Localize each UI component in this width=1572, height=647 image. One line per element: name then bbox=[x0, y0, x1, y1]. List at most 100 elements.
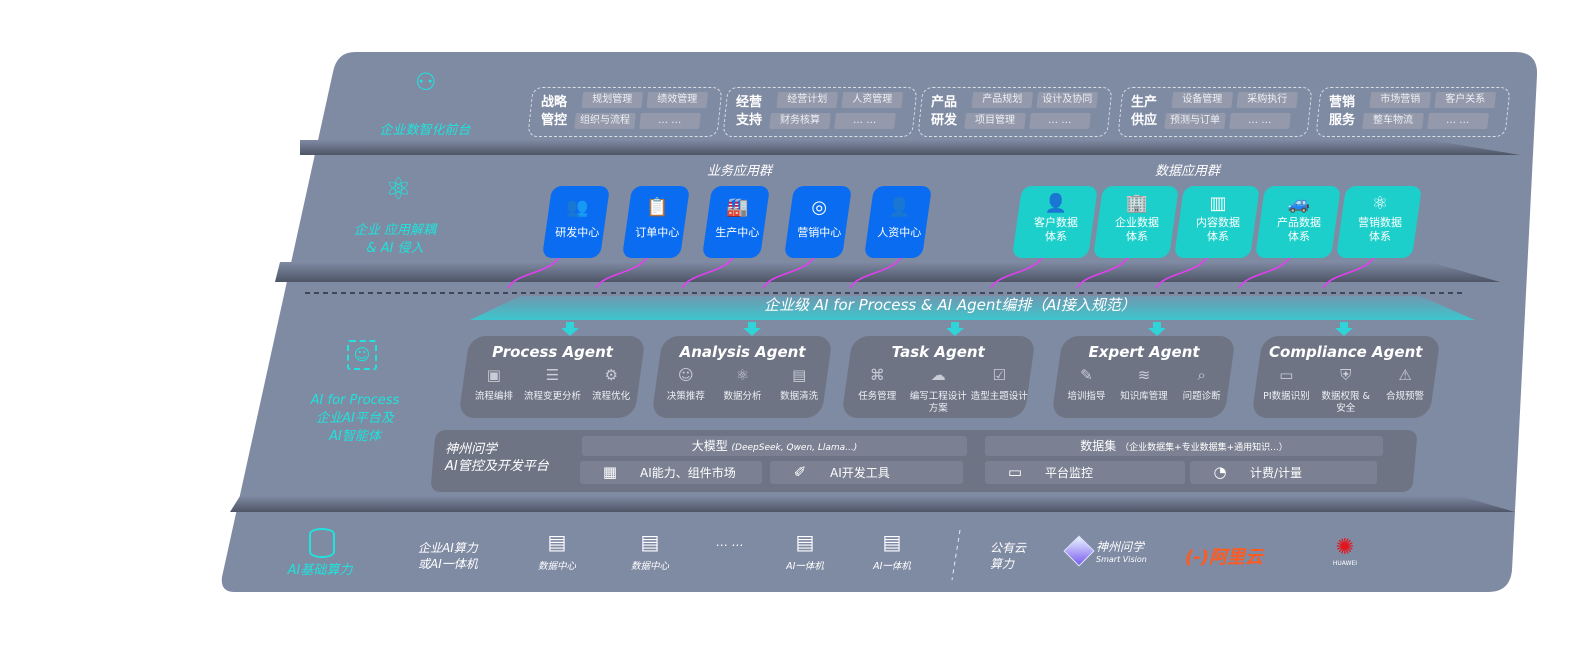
platform-tool-label: AI能力、组件市场 bbox=[640, 466, 736, 480]
agent-capability[interactable]: ⌕ 问题诊断 bbox=[1173, 366, 1230, 403]
module-chip-label: 客户关系 bbox=[1445, 94, 1486, 105]
factory-icon: 🏭 bbox=[726, 197, 749, 218]
module-chip[interactable]: … … bbox=[1029, 113, 1091, 129]
atom-icon: ⚛ bbox=[1371, 193, 1389, 214]
platform-tool[interactable]: ▦ AI能力、组件市场 bbox=[580, 461, 762, 484]
agent-capability-label: 合规预警 bbox=[1386, 391, 1425, 402]
business-app-card[interactable]: 🏭 生产中心 bbox=[701, 186, 771, 258]
people-icon: 👥 bbox=[566, 197, 589, 218]
module-chip[interactable]: 市场营销 bbox=[1369, 92, 1432, 108]
module-chip-label: … … bbox=[1446, 115, 1470, 126]
module-chip[interactable]: 整车物流 bbox=[1362, 113, 1424, 129]
module-chip[interactable]: 财务核算 bbox=[769, 113, 831, 129]
agent-capability[interactable]: ✎ 培训指导 bbox=[1058, 366, 1115, 403]
module-chip[interactable]: 设计及协同 bbox=[1036, 92, 1099, 108]
module-chip[interactable]: 产品规划 bbox=[971, 92, 1034, 108]
data-app-card[interactable]: ⚛ 营销数据 体系 bbox=[1335, 186, 1423, 258]
dataset-note: （企业数据集+专业数据集+通用知识...） bbox=[1120, 443, 1288, 453]
agent-capability-label: 知识库管理 bbox=[1120, 391, 1168, 402]
agent-capability[interactable]: ▭ PI数据识别 bbox=[1257, 366, 1316, 415]
books-icon: ▥ bbox=[1209, 193, 1227, 214]
compute-node-label: 数据中心 bbox=[630, 561, 669, 572]
data-app-card[interactable]: 🚙 产品数据 体系 bbox=[1254, 186, 1342, 258]
agent-capability[interactable]: ⌘ 任务管理 bbox=[847, 366, 907, 415]
module-chip[interactable]: … … bbox=[1229, 113, 1291, 129]
module-chip[interactable]: 预测与订单 bbox=[1164, 113, 1226, 129]
agent-capability-label: 流程变更分析 bbox=[524, 391, 582, 402]
module-chip[interactable]: 人资管理 bbox=[841, 92, 904, 108]
module-chip[interactable]: … … bbox=[639, 113, 701, 129]
business-app-card[interactable]: ◎ 营销中心 bbox=[783, 186, 853, 258]
module-chip[interactable]: … … bbox=[1427, 113, 1489, 129]
teach-icon: ✎ bbox=[1080, 366, 1093, 384]
layer-label-compute: AI基础算力 bbox=[287, 563, 353, 578]
agent-capability[interactable]: ▣ 流程编排 bbox=[465, 366, 523, 403]
business-app-card[interactable]: 👥 研发中心 bbox=[541, 186, 611, 258]
public-compute-label: 公有云 算力 bbox=[990, 540, 1026, 572]
agent-card[interactable]: Process Agent ▣ 流程编排 ☰ 流程变更分析 ⚙ 流程优化 bbox=[458, 336, 646, 418]
module-chip[interactable]: 规划管理 bbox=[581, 92, 644, 108]
agent-capability-label: PI数据识别 bbox=[1263, 391, 1310, 402]
module-chip[interactable]: 设备管理 bbox=[1171, 92, 1234, 108]
data-app-label-line2: 体系 bbox=[1368, 230, 1391, 243]
module-chip-label: 人资管理 bbox=[852, 94, 893, 105]
agent-card[interactable]: Analysis Agent ☺ 决策推荐 ⚛ 数据分析 ▤ 数据清洗 bbox=[651, 336, 833, 418]
layer-label-apps-line1: 企业 应用解耦 bbox=[353, 223, 437, 238]
data-app-card[interactable]: 👤 客户数据 体系 bbox=[1011, 186, 1099, 258]
agent-capability-label: 数据分析 bbox=[723, 391, 762, 402]
module-chip-label: … … bbox=[853, 115, 877, 126]
module-chip[interactable]: 绩效管理 bbox=[646, 92, 709, 108]
checklist-clock-icon: ☑ bbox=[992, 366, 1006, 384]
target-icon: ◎ bbox=[811, 197, 828, 218]
agent-capability[interactable]: ⚛ 数据分析 bbox=[714, 366, 770, 403]
smartvision-cn: 神州问学 bbox=[1096, 540, 1145, 554]
agent-title: Process Agent bbox=[492, 343, 613, 361]
agent-capability[interactable]: ⚙ 流程优化 bbox=[582, 366, 640, 403]
diagnose-icon: ⌕ bbox=[1197, 366, 1206, 384]
agent-capability[interactable]: ☰ 流程变更分析 bbox=[523, 366, 582, 403]
model-note: (DeepSeek, Qwen, Llama...) bbox=[731, 443, 858, 453]
data-app-card[interactable]: ▥ 内容数据 体系 bbox=[1173, 186, 1261, 258]
module-chip[interactable]: 经营计划 bbox=[776, 92, 839, 108]
module-chip[interactable]: 组织与流程 bbox=[574, 113, 636, 129]
agent-capability-label: 流程编排 bbox=[474, 391, 513, 402]
document-clean-icon: ▤ bbox=[792, 366, 807, 384]
module-chip[interactable]: 项目管理 bbox=[964, 113, 1026, 129]
module-chip[interactable]: … … bbox=[834, 113, 896, 129]
layer-label-ai: AI for Process 企业AI平台及 AI智能体 bbox=[300, 392, 410, 446]
agent-capability-label: 问题诊断 bbox=[1182, 391, 1221, 402]
module-chip[interactable]: 客户关系 bbox=[1434, 92, 1497, 108]
agent-capability[interactable]: ☺ 决策推荐 bbox=[658, 366, 714, 403]
module-chip[interactable]: 采购执行 bbox=[1236, 92, 1299, 108]
platform-tool[interactable]: ✐ AI开发工具 bbox=[770, 461, 963, 484]
atom-icon: ⚛ bbox=[735, 366, 750, 384]
agent-capability[interactable]: ☑ 造型主题设计 bbox=[969, 366, 1029, 415]
module-chip-label: 经营计划 bbox=[787, 94, 828, 105]
agent-capability[interactable]: ▤ 数据清洗 bbox=[771, 366, 827, 403]
agent-capability[interactable]: ≋ 知识库管理 bbox=[1115, 366, 1172, 403]
agent-capability[interactable]: ⛨ 数据权限 & 安全 bbox=[1316, 366, 1375, 415]
huawei-petal-icon: ✺ bbox=[1335, 535, 1355, 560]
agent-capability[interactable]: ☁ 编写工程设计方案 bbox=[908, 366, 968, 415]
server-icon: ▤ bbox=[882, 530, 902, 554]
server-icon: ▤ bbox=[547, 530, 567, 554]
agent-card[interactable]: Expert Agent ✎ 培训指导 ≋ 知识库管理 ⌕ 问题诊断 bbox=[1051, 336, 1236, 418]
platform-title-line2: AI管控及开发平台 bbox=[445, 459, 549, 474]
platform-tool[interactable]: ◔ 计费/计量 bbox=[1190, 461, 1377, 484]
platform-tool[interactable]: ▭ 平台监控 bbox=[985, 461, 1185, 484]
agent-capability-label: 造型主题设计 bbox=[970, 391, 1028, 402]
private-compute-line2: 或AI一体机 bbox=[418, 557, 478, 571]
data-app-label-line1: 产品数据 bbox=[1276, 216, 1321, 229]
private-compute-line1: 企业AI算力 bbox=[418, 541, 478, 555]
agent-capability[interactable]: ⚠ 合规预警 bbox=[1376, 366, 1435, 415]
agent-capability-label: 数据权限 & 安全 bbox=[1321, 391, 1370, 414]
module-chip-label: 财务核算 bbox=[780, 115, 821, 126]
frontend-group: 产品研发 产品规划 设计及协同 项目管理 … … bbox=[917, 87, 1113, 137]
data-app-card[interactable]: 🏢 企业数据 体系 bbox=[1092, 186, 1180, 258]
frontend-group: 生产供应 设备管理 采购执行 预测与订单 … … bbox=[1117, 87, 1313, 137]
business-app-card[interactable]: 📋 订单中心 bbox=[621, 186, 691, 258]
agent-card[interactable]: Task Agent ⌘ 任务管理 ☁ 编写工程设计方案 ☑ 造型主题设计 bbox=[841, 336, 1036, 418]
layers-icon: ≋ bbox=[1137, 366, 1151, 384]
business-app-card[interactable]: 👤 人资中心 bbox=[863, 186, 933, 258]
agent-card[interactable]: Compliance Agent ▭ PI数据识别 ⛨ 数据权限 & 安全 ⚠ 合规预警 bbox=[1251, 336, 1441, 418]
